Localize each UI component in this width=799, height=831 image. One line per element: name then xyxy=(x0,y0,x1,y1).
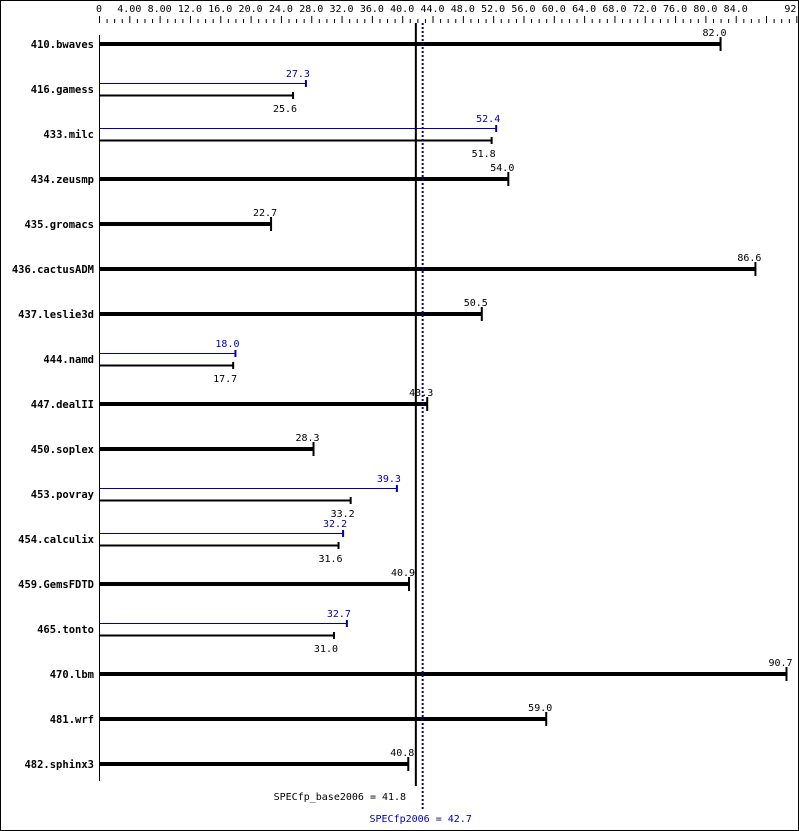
tick-label: 64.0 xyxy=(572,4,596,15)
peak-value-label: 32.2 xyxy=(323,519,347,530)
category-label: 435.gromacs xyxy=(24,219,94,231)
peak-value-label: 39.3 xyxy=(377,474,401,485)
base-bar xyxy=(99,762,409,766)
category-label: 436.cactusADM xyxy=(12,264,94,276)
base-mean-label: SPECfp_base2006 = 41.8 xyxy=(274,792,406,803)
tick-label: 24.0 xyxy=(269,4,293,15)
category-label: 470.lbm xyxy=(50,669,94,681)
base-value-label: 90.7 xyxy=(768,658,792,669)
tick-label: 44.0 xyxy=(420,4,444,15)
base-value-label: 82.0 xyxy=(703,28,727,39)
base-bar xyxy=(99,717,547,721)
category-label: 433.milc xyxy=(43,129,94,141)
tick-label: 0 xyxy=(96,4,102,15)
tick-label: 32.0 xyxy=(330,4,354,15)
base-bar xyxy=(99,177,509,181)
base-value-label: 54.0 xyxy=(490,163,514,174)
base-value-label: 31.6 xyxy=(318,554,342,565)
tick-label: 16.0 xyxy=(208,4,232,15)
category-label: 434.zeusmp xyxy=(31,174,94,186)
base-bar xyxy=(99,402,428,406)
base-bar xyxy=(99,42,721,46)
category-label: 482.sphinx3 xyxy=(24,759,94,771)
tick-label: 40.0 xyxy=(390,4,414,15)
tick-label: 72.0 xyxy=(633,4,657,15)
tick-label: 48.0 xyxy=(451,4,475,15)
tick-label: 8.00 xyxy=(148,4,172,15)
tick-label: 92.0 xyxy=(784,4,798,15)
base-value-label: 31.0 xyxy=(314,644,338,655)
base-value-label: 86.6 xyxy=(737,253,761,264)
tick-label: 36.0 xyxy=(360,4,384,15)
tick-label: 56.0 xyxy=(511,4,535,15)
tick-label: 60.0 xyxy=(542,4,566,15)
category-label: 465.tonto xyxy=(37,624,94,636)
base-bar xyxy=(99,672,787,676)
base-bar xyxy=(99,582,410,586)
tick-label: 76.0 xyxy=(663,4,687,15)
base-value-label: 28.3 xyxy=(295,433,319,444)
base-value-label: 25.6 xyxy=(273,104,297,115)
peak-value-label: 52.4 xyxy=(476,114,500,125)
base-bar xyxy=(99,267,756,271)
base-value-label: 59.0 xyxy=(528,703,552,714)
base-value-label: 40.8 xyxy=(390,748,414,759)
category-label: 453.povray xyxy=(31,489,95,501)
base-value-label: 17.7 xyxy=(213,374,237,385)
category-label: 444.namd xyxy=(43,354,94,366)
base-value-label: 43.3 xyxy=(409,388,433,399)
tick-label: 20.0 xyxy=(239,4,263,15)
base-bar xyxy=(99,222,272,226)
tick-label: 52.0 xyxy=(481,4,505,15)
base-value-label: 22.7 xyxy=(253,208,277,219)
category-label: 454.calculix xyxy=(18,534,95,546)
base-value-label: 51.8 xyxy=(472,149,496,160)
tick-label: 28.0 xyxy=(299,4,323,15)
base-value-label: 50.5 xyxy=(464,298,488,309)
base-value-label: 40.9 xyxy=(391,568,415,579)
tick-label: 80.0 xyxy=(693,4,717,15)
category-label: 450.soplex xyxy=(31,444,95,456)
category-label: 447.dealII xyxy=(31,399,94,411)
tick-label: 84.0 xyxy=(724,4,748,15)
peak-mean-label: SPECfp2006 = 42.7 xyxy=(369,814,471,825)
peak-value-label: 32.7 xyxy=(327,609,351,620)
tick-label: 4.00 xyxy=(117,4,141,15)
category-label: 410.bwaves xyxy=(31,39,94,51)
base-value-label: 33.2 xyxy=(331,509,355,520)
peak-value-label: 27.3 xyxy=(286,69,310,80)
tick-label: 12.0 xyxy=(178,4,202,15)
tick-label: 68.0 xyxy=(602,4,626,15)
base-bar xyxy=(99,312,482,316)
base-bar xyxy=(99,447,314,451)
category-label: 481.wrf xyxy=(50,714,94,726)
category-label: 459.GemsFDTD xyxy=(18,579,94,591)
peak-value-label: 18.0 xyxy=(215,339,239,350)
category-label: 437.leslie3d xyxy=(18,309,94,321)
category-label: 416.gamess xyxy=(31,84,94,96)
